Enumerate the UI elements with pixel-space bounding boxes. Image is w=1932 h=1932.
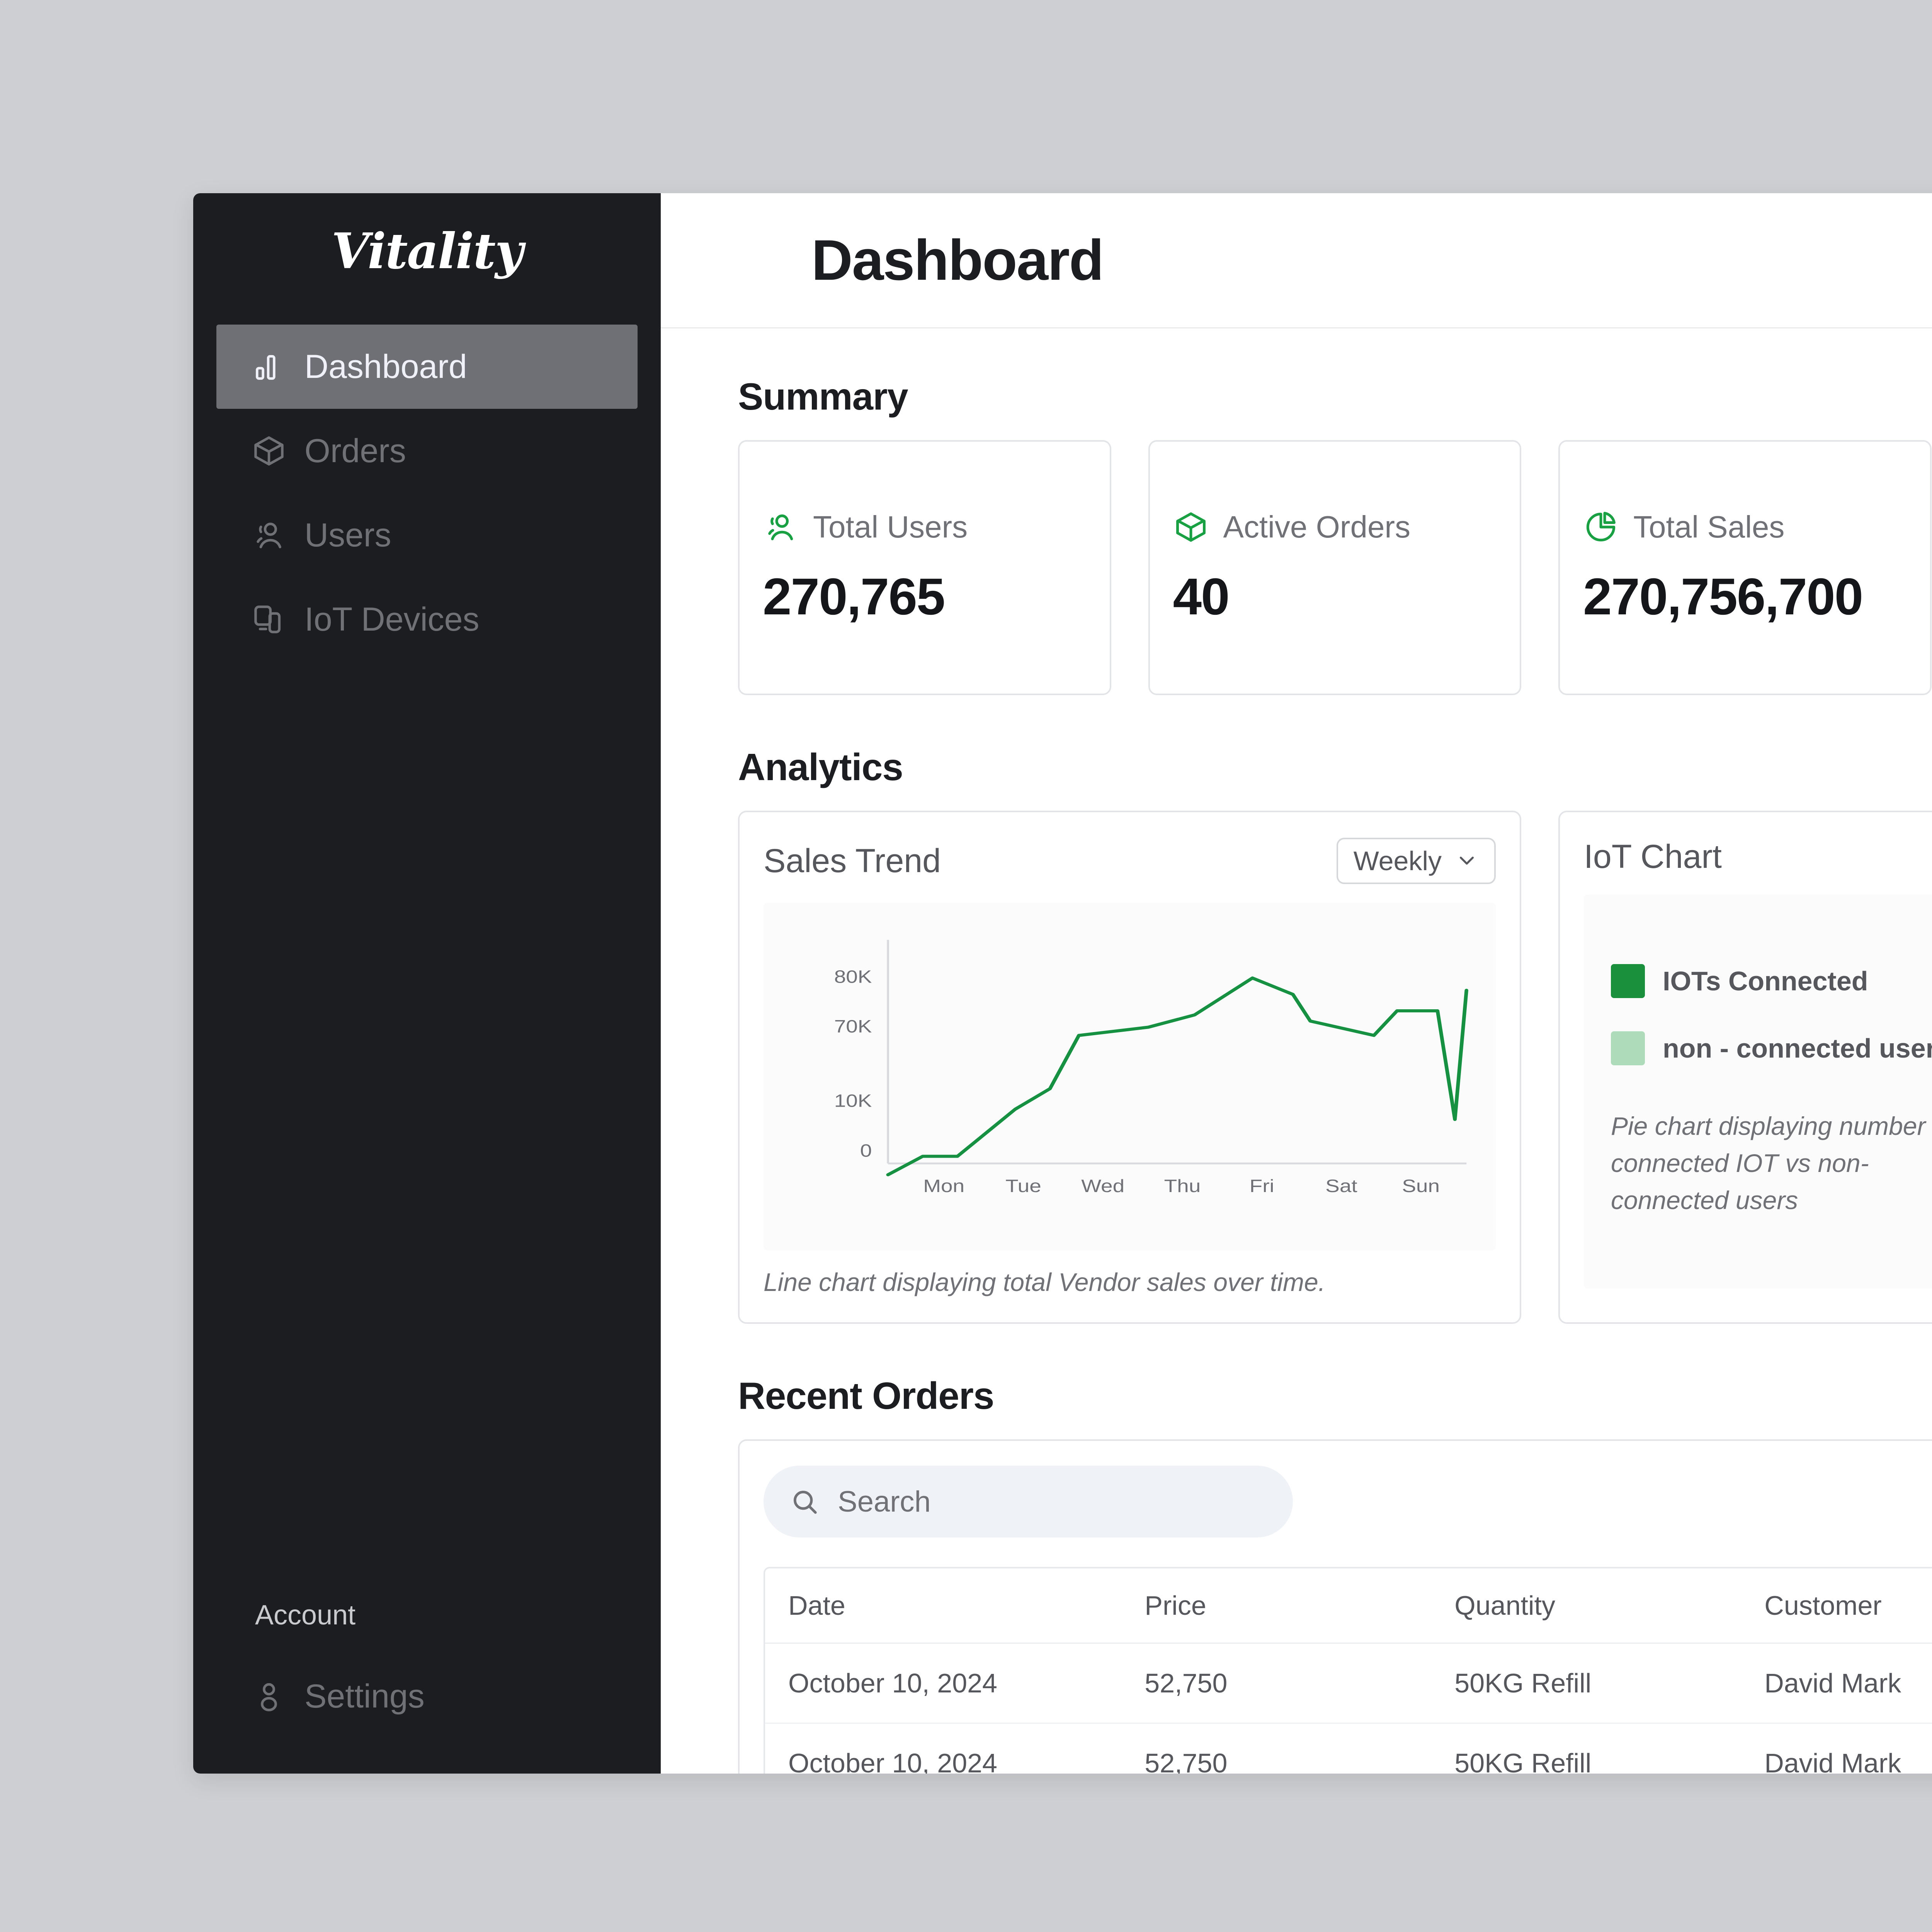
stat-value: 270,756,700 [1583, 568, 1863, 626]
brand-name: Vitality [331, 223, 523, 280]
sidebar-item-label: Users [304, 516, 391, 554]
search-box[interactable] [764, 1466, 1293, 1537]
content-scroll: Summary Total Users [661, 328, 1932, 1774]
legend-swatch-connected [1611, 964, 1645, 998]
main-area: Dashboard Super Admin [661, 193, 1932, 1774]
orders-table: DatePriceQuantityCustomerVendor October … [765, 1568, 1932, 1774]
stat-card-total-sales: Total Sales 270,756,700 [1558, 440, 1932, 695]
stat-value: 40 [1173, 568, 1230, 626]
orders-table-container: DatePriceQuantityCustomerVendor October … [764, 1567, 1932, 1774]
legend-item: non - connected users [1611, 1031, 1932, 1066]
table-cell: 52,750 [1121, 1723, 1432, 1774]
sales-trend-title: Sales Trend [764, 842, 941, 879]
sales-trend-plot: 0 10K 70K 80K Mon Tue Wed Thu Fri Sat Sun [764, 903, 1496, 1250]
y-axis-tick-label: 0 [860, 1140, 872, 1160]
stat-label: Total Sales [1633, 509, 1785, 544]
stat-value: 270,765 [763, 568, 945, 626]
table-cell: October 10, 2024 [765, 1723, 1122, 1774]
x-axis-tick-label: Thu [1164, 1176, 1201, 1196]
legend-swatch-non-connected [1611, 1031, 1645, 1066]
app-window: Vitality Dashboard [193, 193, 1932, 1774]
legend-label: IOTs Connected [1663, 966, 1868, 997]
orders-toolbar: View more Export [764, 1466, 1932, 1537]
sidebar-item-orders[interactable]: Orders [193, 409, 661, 493]
brand-logo: Vitality [193, 193, 661, 309]
sidebar-item-label: IoT Devices [304, 600, 480, 638]
range-dropdown[interactable]: Weekly [1336, 838, 1496, 884]
legend-label: non - connected users [1663, 1033, 1932, 1064]
person-icon [251, 1679, 287, 1714]
sidebar-item-label: Dashboard [304, 348, 467, 385]
x-axis-tick-label: Fri [1250, 1176, 1274, 1196]
sales-trend-panel: Sales Trend Weekly 0 10K 70K 80K Mon Tue Wed Th… [738, 811, 1521, 1324]
recent-orders-section-title: Recent Orders [738, 1374, 994, 1417]
recent-orders-panel: View more Export [738, 1439, 1932, 1774]
analytics-section-title: Analytics [738, 746, 903, 788]
table-row[interactable]: October 10, 2024 52,750 50KG Refill David M… [765, 1643, 1932, 1724]
table-cell: David Mark [1741, 1723, 1932, 1774]
x-axis-tick-label: Tue [1005, 1176, 1041, 1196]
sidebar-item-settings[interactable]: Settings [193, 1677, 661, 1716]
summary-cards: Total Users 270,765 Active Ord [738, 440, 1932, 695]
search-icon [789, 1486, 820, 1517]
search-input[interactable] [838, 1485, 1267, 1519]
stat-label: Total Users [813, 509, 968, 544]
y-axis-tick-label: 70K [834, 1016, 872, 1036]
orders-table-head: DatePriceQuantityCustomerVendor [765, 1568, 1932, 1644]
account-section-label: Account [255, 1600, 356, 1631]
sidebar-item-dashboard[interactable]: Dashboard [216, 325, 638, 409]
iot-legend: IOTs Connected non - connected users Pie… [1611, 964, 1932, 1219]
summary-section-title: Summary [738, 375, 908, 418]
table-cell: 50KG Refill [1431, 1723, 1742, 1774]
sidebar-item-label: Settings [304, 1678, 425, 1715]
analytics-row: Sales Trend Weekly 0 10K 70K 80K Mon Tue Wed Th… [738, 811, 1932, 1324]
stat-card-total-users: Total Users 270,765 [738, 440, 1111, 695]
table-cell: 52,750 [1121, 1643, 1432, 1724]
y-axis-tick-label: 80K [834, 966, 872, 986]
box-icon [251, 433, 287, 469]
sales-trend-caption: Line chart displaying total Vendor sales… [764, 1268, 1325, 1296]
x-axis-tick-label: Wed [1081, 1176, 1124, 1196]
pie-chart-icon [1583, 509, 1619, 545]
sidebar-item-label: Orders [304, 432, 406, 469]
table-cell: October 10, 2024 [765, 1643, 1122, 1724]
user-icon [763, 509, 798, 545]
devices-icon [251, 602, 287, 637]
table-header-row: DatePriceQuantityCustomerVendor [765, 1568, 1932, 1644]
column-header: Quantity [1431, 1568, 1742, 1644]
chevron-down-icon [1455, 848, 1479, 874]
orders-table-body: October 10, 2024 52,750 50KG Refill David M… [765, 1643, 1932, 1774]
column-header: Price [1121, 1568, 1432, 1644]
iot-chart-body: IOTs Connected non - connected users Pie… [1584, 895, 1932, 1289]
sidebar-item-users[interactable]: Users [193, 493, 661, 577]
table-cell: David Mark [1741, 1643, 1932, 1724]
x-axis-tick-label: Sat [1325, 1176, 1357, 1196]
sidebar-footer: Account Settings [193, 1599, 661, 1716]
table-row[interactable]: October 10, 2024 52,750 50KG Refill David M… [765, 1723, 1932, 1774]
x-axis-tick-label: Sun [1402, 1176, 1440, 1196]
bar-chart-icon [251, 349, 287, 384]
y-axis-tick-label: 10K [834, 1091, 872, 1111]
range-value: Weekly [1353, 846, 1442, 876]
page-title: Dashboard [811, 228, 1104, 292]
iot-chart-panel: IoT Chart IOTs Connected non - connected… [1558, 811, 1932, 1324]
stat-label: Active Orders [1223, 509, 1411, 544]
sidebar-nav: Dashboard Orders [193, 325, 661, 662]
top-bar: Dashboard Super Admin [661, 193, 1932, 328]
legend-item: IOTs Connected [1611, 964, 1932, 998]
x-axis-tick-label: Mon [923, 1176, 964, 1196]
column-header: Customer [1741, 1568, 1932, 1644]
stat-card-active-orders: Active Orders 40 [1148, 440, 1521, 695]
table-cell: 50KG Refill [1431, 1643, 1742, 1724]
sidebar: Vitality Dashboard [193, 193, 661, 1774]
box-icon [1173, 509, 1209, 545]
line-series [886, 976, 1468, 1177]
sidebar-item-iot-devices[interactable]: IoT Devices [193, 577, 661, 662]
iot-chart-caption: Pie chart displaying number of connected… [1611, 1112, 1932, 1214]
iot-chart-title: IoT Chart [1584, 838, 1722, 875]
line-chart-svg: 0 10K 70K 80K Mon Tue Wed Thu Fri Sat Sun [834, 940, 1468, 1196]
column-header: Date [765, 1568, 1122, 1644]
user-icon [251, 517, 287, 553]
